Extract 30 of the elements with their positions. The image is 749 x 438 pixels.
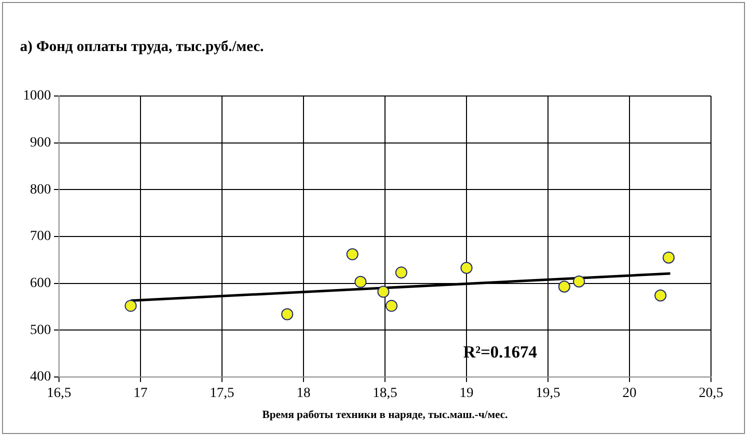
x-tick-label: 17,5 — [210, 386, 234, 402]
point — [395, 266, 408, 279]
point — [386, 300, 398, 312]
point — [558, 280, 570, 293]
point — [662, 252, 675, 264]
point — [572, 275, 585, 288]
x-tick-label: 19,5 — [536, 386, 560, 402]
point — [654, 290, 666, 302]
x-tick-label: 19 — [460, 386, 474, 402]
y-tick-label: 700 — [30, 229, 51, 244]
y-tick-label: 1000 — [23, 88, 51, 104]
x-tick-label: 18,5 — [372, 386, 398, 402]
x-tick-label: 20,5 — [698, 386, 724, 402]
x-tick-label: 17 — [134, 386, 148, 402]
y-tick-label: 800 — [30, 182, 51, 198]
y-tick-label: 600 — [30, 276, 51, 292]
y-tick-label: 500 — [30, 322, 51, 338]
x-tick-label: 16,5 — [46, 386, 72, 402]
point — [281, 308, 294, 320]
point — [460, 262, 472, 274]
point — [124, 300, 137, 312]
x-tick-label: 20 — [622, 386, 636, 402]
x-tick-label: 18 — [296, 386, 310, 402]
y-tick-label: 400 — [30, 370, 51, 385]
chart-title: а) Фонд оплаты труда, тыс.руб./мес. — [20, 38, 264, 55]
point — [346, 248, 358, 260]
x-axis-title: Время работы техники в наряде, тыс.маш.-ч/мес. — [262, 409, 508, 422]
point — [377, 286, 390, 298]
point — [354, 276, 367, 288]
y-tick-label: 900 — [30, 136, 51, 151]
